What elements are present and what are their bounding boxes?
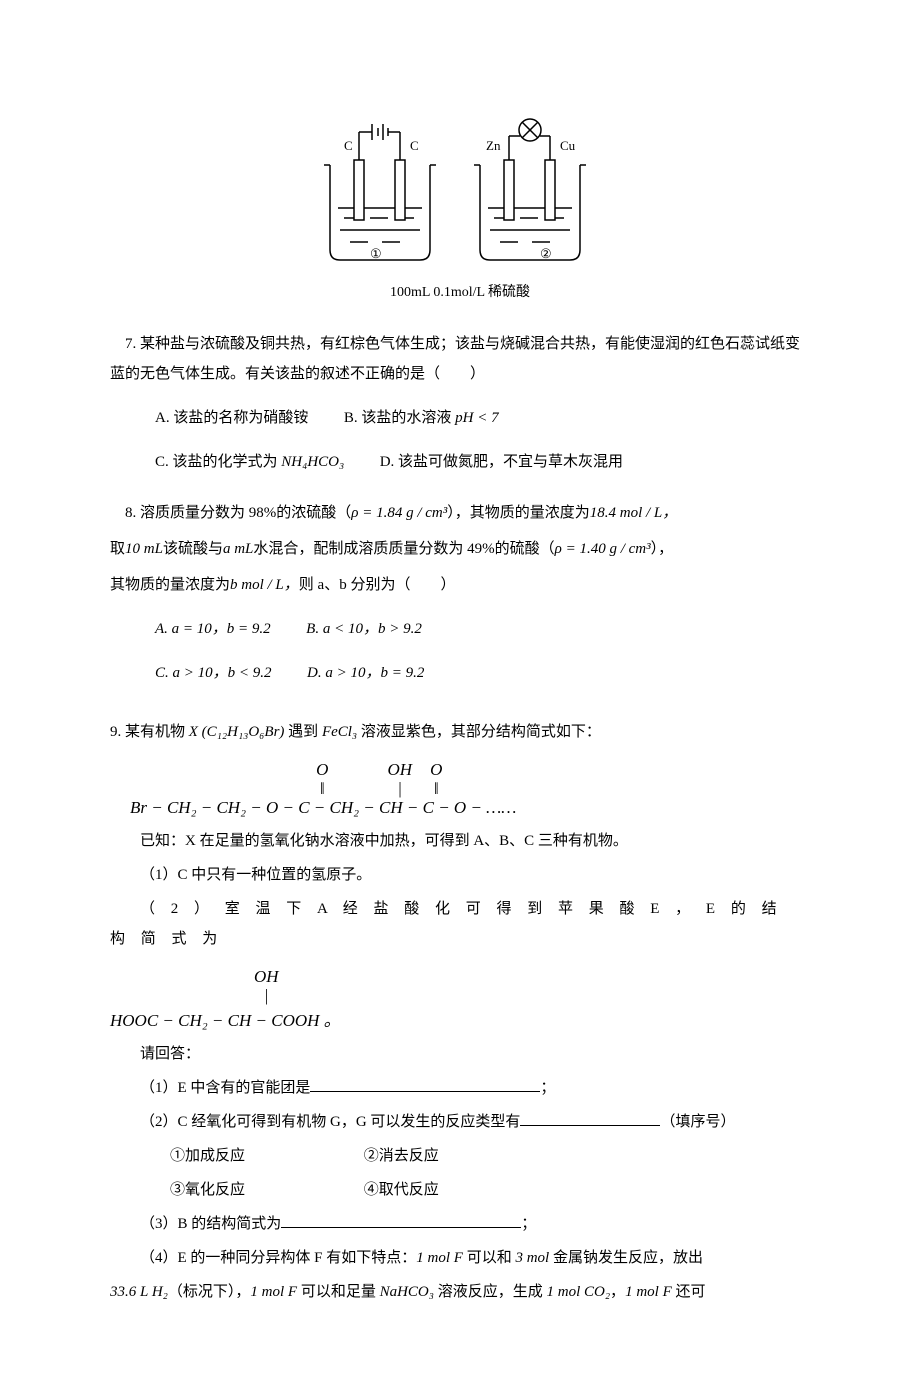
- q8-bmol: b mol / L，: [230, 577, 299, 593]
- q8-l2a: 取: [110, 541, 125, 557]
- q9-p1: （1）C 中只有一种位置的氢原子。: [110, 860, 810, 890]
- q9-a4l2-mid4: ，: [610, 1284, 625, 1300]
- q9-a2-text: （2）C 经氧化可得到有机物 G，G 可以发生的反应类型有: [140, 1114, 520, 1130]
- q9-a2-end: （填序号）: [660, 1114, 735, 1130]
- q9-O2: O: [430, 760, 442, 779]
- page: C C ①: [0, 0, 920, 1381]
- q8-D: D. a > 10，b = 9.2: [307, 665, 424, 681]
- q9-struct-main: Br − CH₂ − CH₂ − O − C − CH₂ − CH − C − …: [130, 798, 810, 818]
- q9-opt1: ①加成反应: [140, 1141, 360, 1171]
- q9-p2: （ 2 ） 室 温 下 A 经 盐 酸 化 可 得 到 苹 果 酸 E ， E …: [110, 894, 810, 954]
- q9-a4l2-m3: NaHCO₃: [380, 1284, 434, 1300]
- cell1-num: ①: [370, 246, 382, 261]
- q8-conc1: 18.4 mol / L，: [590, 505, 678, 521]
- q8-aml: a mL: [223, 541, 253, 557]
- q7-C-pre: C. 该盐的化学式为: [155, 454, 281, 470]
- q9-s3: 溶液显紫色，其部分结构简式如下：: [357, 724, 601, 740]
- q9-known: 已知：X 在足量的氢氧化钠水溶液中加热，可得到 A、B、C 三种有机物。: [110, 826, 810, 856]
- q9-opts12: ①加成反应 ②消去反应: [110, 1141, 810, 1171]
- q9-opt2: ②消去反应: [364, 1148, 439, 1164]
- q9-a1-end: ；: [540, 1080, 555, 1096]
- q8-B: B. a < 10，b > 9.2: [306, 621, 422, 637]
- q9-opt3: ③氧化反应: [140, 1175, 360, 1205]
- cell2-right-label: Cu: [560, 138, 576, 153]
- q9-malic-main: HOOC − CH₂ − CH − COOH 。: [110, 1006, 810, 1031]
- q8-l2c: 水混合，配制成溶质质量分数为 49%的硫酸（: [253, 541, 554, 557]
- q7-B-math: pH < 7: [455, 410, 498, 426]
- q9-a3-text: （3）B 的结构简式为: [140, 1216, 281, 1232]
- q9-opt4: ④取代反应: [364, 1182, 439, 1198]
- cell2-num: ②: [540, 246, 552, 261]
- electrochemistry-diagram: C C ①: [110, 110, 810, 275]
- q9-a4l2-m1: 33.6 L H₂: [110, 1284, 168, 1300]
- q9-fecl3: FeCl₃: [322, 724, 357, 740]
- q8-options: A. a = 10，b = 9.2 B. a < 10，b > 9.2 C. a…: [110, 614, 810, 689]
- q9-a4-m2: 3 mol: [515, 1250, 549, 1266]
- blank-3: [281, 1212, 521, 1228]
- cell1-left-label: C: [344, 138, 353, 153]
- q9-a4-l2: 33.6 L H₂（标况下），1 mol F 可以和足量 NaHCO₃ 溶液反应…: [110, 1277, 810, 1307]
- q8-line3: 其物质的量浓度为b mol / L，则 a、b 分别为（ ）: [110, 570, 810, 600]
- q7-C-math: NH₄HCO₃: [281, 454, 344, 470]
- q9-malic-OH: OH: [254, 967, 279, 986]
- q9-a4-mid2: 金属钠发生反应，放出: [549, 1250, 703, 1266]
- q9-a4l2-mid1: （标况下），: [168, 1284, 251, 1300]
- q9-a4-mid1: 可以和: [463, 1250, 516, 1266]
- q7-A: A. 该盐的名称为硝酸铵: [155, 410, 308, 426]
- q9-a4-pre: （4）E 的一种同分异构体 F 有如下特点：: [140, 1250, 416, 1266]
- q9-a3-end: ；: [521, 1216, 536, 1232]
- q9-a4-m1: 1 mol F: [416, 1250, 463, 1266]
- q9-a4-l1: （4）E 的一种同分异构体 F 有如下特点：1 mol F 可以和 3 mol …: [110, 1243, 810, 1273]
- q8-line1: 8. 溶质质量分数为 98%的浓硫酸（ρ = 1.84 g / cm³），其物质…: [110, 498, 810, 528]
- q9-a4l2-end: 还可: [672, 1284, 706, 1300]
- q9-a4l2-mid3: 溶液反应，生成: [434, 1284, 547, 1300]
- q7-D: D. 该盐可做氮肥，不宜与草木灰混用: [380, 454, 623, 470]
- q8-l1b: ），其物质的量浓度为: [447, 505, 590, 521]
- blank-1: [310, 1076, 540, 1092]
- q9-OH: OH: [387, 760, 412, 779]
- q9-O1: O: [316, 760, 328, 779]
- q8-C: C. a > 10，b < 9.2: [155, 665, 272, 681]
- cells-svg: C C ①: [310, 110, 610, 270]
- q9-a4l2-mid2: 可以和足量: [297, 1284, 380, 1300]
- q8-vol: 10 mL: [125, 541, 163, 557]
- q9-s1: 9. 某有机物: [110, 724, 189, 740]
- q9-a1: （1）E 中含有的官能团是 ；: [110, 1073, 810, 1103]
- q9-X: X (C₁₂H₁₃O₆Br): [189, 724, 285, 740]
- q8-l3a: 其物质的量浓度为: [110, 577, 230, 593]
- q8-l3b: 则 a、b 分别为（ ）: [299, 577, 456, 593]
- q9-a3: （3）B 的结构简式为 ；: [110, 1209, 810, 1239]
- q9-ans-label: 请回答：: [110, 1039, 810, 1069]
- cell1-right-label: C: [410, 138, 419, 153]
- q8-rho1: ρ = 1.84 g / cm³: [351, 505, 447, 521]
- q9-opts34: ③氧化反应 ④取代反应: [110, 1175, 810, 1205]
- q9-a4l2-m5: 1 mol F: [625, 1284, 672, 1300]
- q8-line2: 取10 mL该硫酸与a mL水混合，配制成溶质质量分数为 49%的硫酸（ρ = …: [110, 534, 810, 564]
- q7-B-pre: B. 该盐的水溶液: [344, 410, 455, 426]
- q8-A: A. a = 10，b = 9.2: [155, 621, 271, 637]
- diagram-caption: 100mL 0.1mol/L 稀硫酸: [110, 281, 810, 301]
- cell2-left-label: Zn: [486, 138, 501, 153]
- q9-a4l2-m4: 1 mol CO₂: [546, 1284, 610, 1300]
- q7-options: A. 该盐的名称为硝酸铵 B. 该盐的水溶液 pH < 7 C. 该盐的化学式为…: [110, 403, 810, 478]
- q9-a2: （2）C 经氧化可得到有机物 G，G 可以发生的反应类型有 （填序号）: [110, 1107, 810, 1137]
- q9-malic: OH| HOOC − CH₂ − CH − COOH 。: [110, 968, 810, 1030]
- q8-l2d: ），: [651, 541, 674, 557]
- q9-a1-text: （1）E 中含有的官能团是: [140, 1080, 310, 1096]
- q9-structure: O‖ OH| O‖ Br − CH₂ − CH₂ − O − C − CH₂ −…: [130, 761, 810, 818]
- q8-l2b: 该硫酸与: [163, 541, 223, 557]
- q8-rho2: ρ = 1.40 g / cm³: [555, 541, 651, 557]
- q8-l1a: 8. 溶质质量分数为 98%的浓硫酸（: [125, 505, 351, 521]
- q9-a4l2-m2: 1 mol F: [250, 1284, 297, 1300]
- q9-s2: 遇到: [284, 724, 322, 740]
- blank-2: [520, 1110, 660, 1126]
- q7-stem: 7. 某种盐与浓硫酸及铜共热，有红棕色气体生成；该盐与烧碱混合共热，有能使湿润的…: [110, 329, 810, 389]
- q9-stem: 9. 某有机物 X (C₁₂H₁₃O₆Br) 遇到 FeCl₃ 溶液显紫色，其部…: [110, 717, 810, 747]
